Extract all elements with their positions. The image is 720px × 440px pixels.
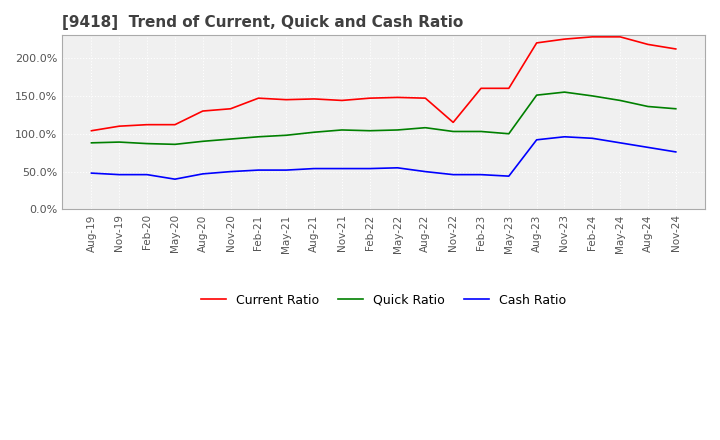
Quick Ratio — [254, 134, 263, 139]
Cash Ratio — [365, 166, 374, 171]
Quick Ratio — [644, 104, 652, 109]
Cash Ratio — [560, 134, 569, 139]
Current Ratio — [199, 108, 207, 114]
Current Ratio — [254, 95, 263, 101]
Quick Ratio — [226, 136, 235, 142]
Cash Ratio — [532, 137, 541, 143]
Cash Ratio — [644, 145, 652, 150]
Cash Ratio — [171, 176, 179, 182]
Legend: Current Ratio, Quick Ratio, Cash Ratio: Current Ratio, Quick Ratio, Cash Ratio — [197, 289, 571, 312]
Line: Quick Ratio: Quick Ratio — [91, 92, 676, 144]
Cash Ratio — [338, 166, 346, 171]
Current Ratio — [421, 95, 430, 101]
Current Ratio — [449, 120, 457, 125]
Cash Ratio — [226, 169, 235, 174]
Current Ratio — [672, 46, 680, 51]
Quick Ratio — [477, 129, 485, 134]
Current Ratio — [532, 40, 541, 46]
Cash Ratio — [421, 169, 430, 174]
Text: [9418]  Trend of Current, Quick and Cash Ratio: [9418] Trend of Current, Quick and Cash … — [62, 15, 464, 30]
Line: Cash Ratio: Cash Ratio — [91, 137, 676, 179]
Current Ratio — [560, 37, 569, 42]
Current Ratio — [115, 124, 124, 129]
Quick Ratio — [171, 142, 179, 147]
Cash Ratio — [254, 168, 263, 173]
Quick Ratio — [282, 132, 291, 138]
Quick Ratio — [588, 93, 597, 99]
Current Ratio — [393, 95, 402, 100]
Line: Current Ratio: Current Ratio — [91, 37, 676, 131]
Quick Ratio — [449, 129, 457, 134]
Quick Ratio — [115, 139, 124, 145]
Quick Ratio — [338, 127, 346, 132]
Quick Ratio — [672, 106, 680, 111]
Current Ratio — [338, 98, 346, 103]
Cash Ratio — [143, 172, 151, 177]
Quick Ratio — [199, 139, 207, 144]
Cash Ratio — [115, 172, 124, 177]
Quick Ratio — [393, 127, 402, 132]
Current Ratio — [171, 122, 179, 127]
Cash Ratio — [282, 168, 291, 173]
Current Ratio — [226, 106, 235, 111]
Quick Ratio — [87, 140, 96, 146]
Current Ratio — [505, 86, 513, 91]
Quick Ratio — [532, 92, 541, 98]
Current Ratio — [616, 34, 624, 40]
Cash Ratio — [505, 173, 513, 179]
Cash Ratio — [588, 136, 597, 141]
Cash Ratio — [672, 149, 680, 154]
Current Ratio — [644, 42, 652, 47]
Current Ratio — [87, 128, 96, 133]
Current Ratio — [365, 95, 374, 101]
Cash Ratio — [199, 171, 207, 176]
Current Ratio — [477, 86, 485, 91]
Quick Ratio — [421, 125, 430, 130]
Quick Ratio — [560, 89, 569, 95]
Cash Ratio — [87, 170, 96, 176]
Cash Ratio — [449, 172, 457, 177]
Quick Ratio — [505, 131, 513, 136]
Current Ratio — [282, 97, 291, 103]
Cash Ratio — [477, 172, 485, 177]
Cash Ratio — [310, 166, 318, 171]
Quick Ratio — [365, 128, 374, 133]
Quick Ratio — [616, 98, 624, 103]
Current Ratio — [310, 96, 318, 102]
Current Ratio — [588, 34, 597, 40]
Current Ratio — [143, 122, 151, 127]
Cash Ratio — [616, 140, 624, 146]
Cash Ratio — [393, 165, 402, 170]
Quick Ratio — [310, 130, 318, 135]
Quick Ratio — [143, 141, 151, 146]
